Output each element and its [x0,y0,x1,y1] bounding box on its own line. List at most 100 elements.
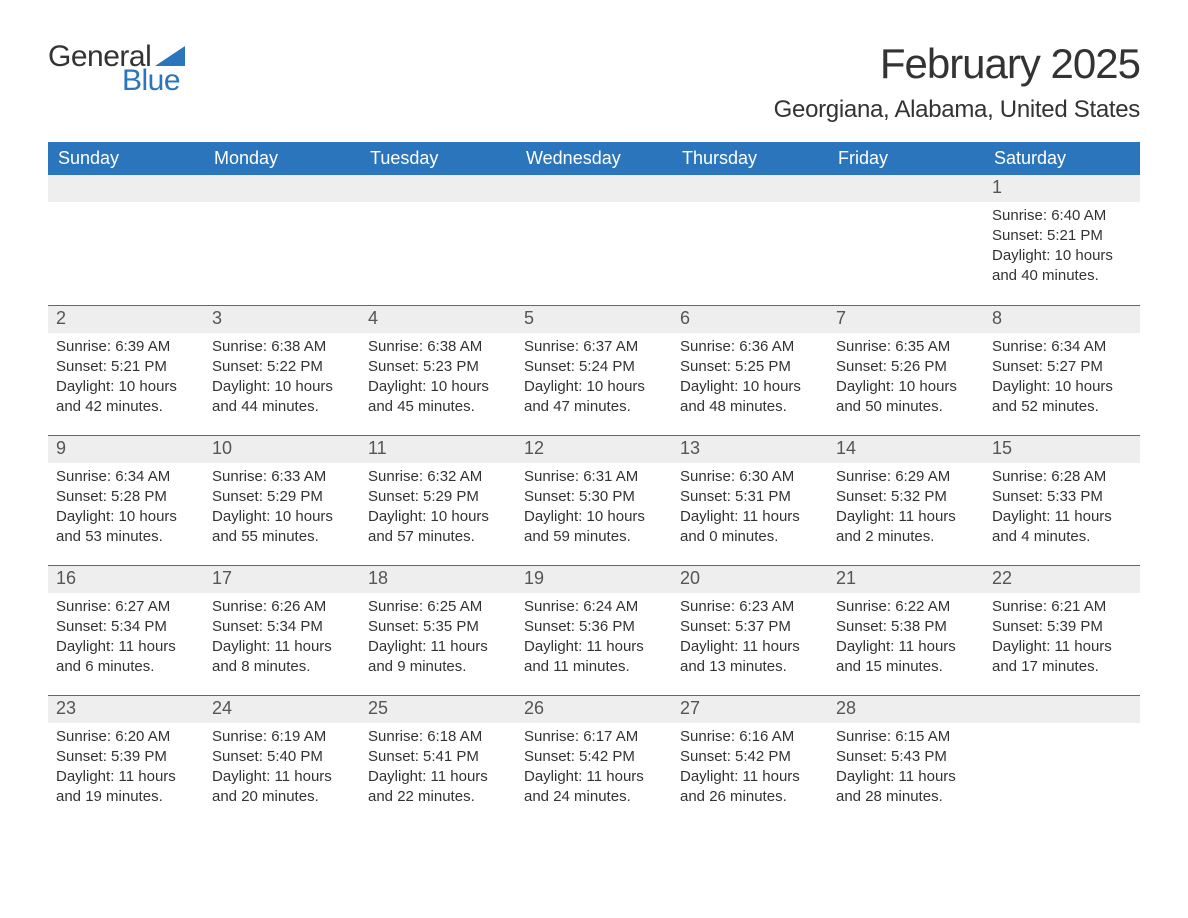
location-subtitle: Georgiana, Alabama, United States [774,96,1140,124]
calendar-day-cell: 15 Sunrise: 6:28 AMSunset: 5:33 PMDayligh… [984,435,1140,565]
sunrise-text: Sunrise: 6:25 AM [368,597,508,617]
sunrise-text: Sunrise: 6:24 AM [524,597,664,617]
day-number-bar: 17 [204,565,360,593]
calendar-day-cell: 22Sunrise: 6:21 AMSunset: 5:39 PMDayligh… [984,565,1140,695]
sunrise-text: Sunrise: 6:35 AM [836,337,976,357]
day-number-bar: 3 [204,305,360,333]
calendar-day-cell: 11Sunrise: 6:32 AMSunset: 5:29 PMDayligh… [360,435,516,565]
day-number-bar: 15 [984,435,1140,463]
calendar-day-cell: 27 Sunrise: 6:16 AMSunset: 5:42 PMDayligh… [672,695,828,825]
day-details: Sunrise: 6:37 AMSunset: 5:24 PMDaylight:… [516,333,672,420]
sunrise-text: Sunrise: 6:37 AM [524,337,664,357]
header-wednesday: Wednesday [516,142,672,175]
daylight-text: Daylight: 10 hours and 50 minutes. [836,377,976,418]
sunset-text: Sunset: 5:40 PM [212,747,352,767]
sunrise-text: Sunrise: 6:36 AM [680,337,820,357]
sunset-text: Sunset: 5:29 PM [212,487,352,507]
page-header: General Blue February 2025 Georgiana, Al… [48,40,1140,134]
logo-text-2: Blue [122,64,180,98]
calendar-day-cell: 12Sunrise: 6:31 AMSunset: 5:30 PMDayligh… [516,435,672,565]
sunset-text: Sunset: 5:32 PM [836,487,976,507]
daylight-text: Daylight: 10 hours and 45 minutes. [368,377,508,418]
day-details: Sunrise: 6:20 AMSunset: 5:39 PMDaylight:… [48,723,204,810]
calendar-day-cell: 16Sunrise: 6:27 AMSunset: 5:34 PMDayligh… [48,565,204,695]
sunset-text: Sunset: 5:39 PM [56,747,196,767]
sunset-text: Sunset: 5:28 PM [56,487,196,507]
calendar-day-cell: 10Sunrise: 6:33 AMSunset: 5:29 PMDayligh… [204,435,360,565]
sunset-text: Sunset: 5:30 PM [524,487,664,507]
sunrise-text: Sunrise: 6:21 AM [992,597,1132,617]
day-details: Sunrise: 6:33 AMSunset: 5:29 PMDaylight:… [204,463,360,550]
calendar-day-cell: 2Sunrise: 6:39 AMSunset: 5:21 PMDaylight… [48,305,204,435]
calendar-page: General Blue February 2025 Georgiana, Al… [0,0,1188,885]
calendar-table: Sunday Monday Tuesday Wednesday Thursday… [48,142,1140,825]
sunset-text: Sunset: 5:21 PM [992,226,1132,246]
sunset-text: Sunset: 5:25 PM [680,357,820,377]
sunrise-text: Sunrise: 6:40 AM [992,206,1132,226]
calendar-day-cell: 6Sunrise: 6:36 AMSunset: 5:25 PMDaylight… [672,305,828,435]
daylight-text: Daylight: 11 hours and 17 minutes. [992,637,1132,678]
sunrise-text: Sunrise: 6:32 AM [368,467,508,487]
day-number-bar: 26 [516,695,672,723]
day-number-bar: 23 [48,695,204,723]
logo: General Blue [48,40,185,98]
daylight-text: Daylight: 11 hours and 26 minutes. [680,767,820,808]
sunset-text: Sunset: 5:33 PM [992,487,1132,507]
sunrise-text: Sunrise: 6:29 AM [836,467,976,487]
day-number-bar: 28 [828,695,984,723]
day-details: Sunrise: 6:40 AMSunset: 5:21 PMDaylight:… [984,202,1140,289]
day-number-bar: 7 [828,305,984,333]
sunset-text: Sunset: 5:42 PM [680,747,820,767]
sunrise-text: Sunrise: 6:28 AM [992,467,1132,487]
daylight-text: Daylight: 10 hours and 48 minutes. [680,377,820,418]
daylight-text: Daylight: 11 hours and 28 minutes. [836,767,976,808]
sunset-text: Sunset: 5:31 PM [680,487,820,507]
day-number-bar [828,175,984,202]
sunrise-text: Sunrise: 6:16 AM [680,727,820,747]
calendar-week-row: 1Sunrise: 6:40 AMSunset: 5:21 PMDaylight… [48,175,1140,305]
sunset-text: Sunset: 5:26 PM [836,357,976,377]
daylight-text: Daylight: 11 hours and 4 minutes. [992,507,1132,548]
calendar-day-cell [516,175,672,305]
daylight-text: Daylight: 11 hours and 15 minutes. [836,637,976,678]
sunrise-text: Sunrise: 6:15 AM [836,727,976,747]
day-details: Sunrise: 6:18 AMSunset: 5:41 PMDaylight:… [360,723,516,810]
day-details: Sunrise: 6:30 AMSunset: 5:31 PMDaylight:… [672,463,828,550]
day-number-bar: 19 [516,565,672,593]
sunset-text: Sunset: 5:43 PM [836,747,976,767]
calendar-header-row: Sunday Monday Tuesday Wednesday Thursday… [48,142,1140,175]
daylight-text: Daylight: 10 hours and 52 minutes. [992,377,1132,418]
day-number-bar: 24 [204,695,360,723]
sunrise-text: Sunrise: 6:17 AM [524,727,664,747]
sunrise-text: Sunrise: 6:33 AM [212,467,352,487]
calendar-day-cell: 17Sunrise: 6:26 AMSunset: 5:34 PMDayligh… [204,565,360,695]
sunrise-text: Sunrise: 6:34 AM [56,467,196,487]
daylight-text: Daylight: 10 hours and 42 minutes. [56,377,196,418]
sunset-text: Sunset: 5:42 PM [524,747,664,767]
day-number-bar: 22 [984,565,1140,593]
calendar-day-cell: 5Sunrise: 6:37 AMSunset: 5:24 PMDaylight… [516,305,672,435]
calendar-day-cell: 13Sunrise: 6:30 AMSunset: 5:31 PMDayligh… [672,435,828,565]
day-number-bar: 13 [672,435,828,463]
day-details: Sunrise: 6:36 AMSunset: 5:25 PMDaylight:… [672,333,828,420]
day-number-bar: 9 [48,435,204,463]
calendar-day-cell: 1Sunrise: 6:40 AMSunset: 5:21 PMDaylight… [984,175,1140,305]
calendar-day-cell [984,695,1140,825]
calendar-day-cell: 14Sunrise: 6:29 AMSunset: 5:32 PMDayligh… [828,435,984,565]
day-number-bar: 27 [672,695,828,723]
calendar-day-cell: 28 Sunrise: 6:15 AMSunset: 5:43 PMDayligh… [828,695,984,825]
day-number-bar [672,175,828,202]
sunset-text: Sunset: 5:21 PM [56,357,196,377]
sunset-text: Sunset: 5:34 PM [212,617,352,637]
daylight-text: Daylight: 11 hours and 8 minutes. [212,637,352,678]
daylight-text: Daylight: 10 hours and 57 minutes. [368,507,508,548]
sunrise-text: Sunrise: 6:30 AM [680,467,820,487]
page-title: February 2025 [774,40,1140,88]
header-saturday: Saturday [984,142,1140,175]
day-details: Sunrise: 6:17 AMSunset: 5:42 PMDaylight:… [516,723,672,810]
daylight-text: Daylight: 11 hours and 2 minutes. [836,507,976,548]
day-details: Sunrise: 6:29 AMSunset: 5:32 PMDaylight:… [828,463,984,550]
day-number-bar: 6 [672,305,828,333]
day-number-bar: 2 [48,305,204,333]
sunset-text: Sunset: 5:41 PM [368,747,508,767]
